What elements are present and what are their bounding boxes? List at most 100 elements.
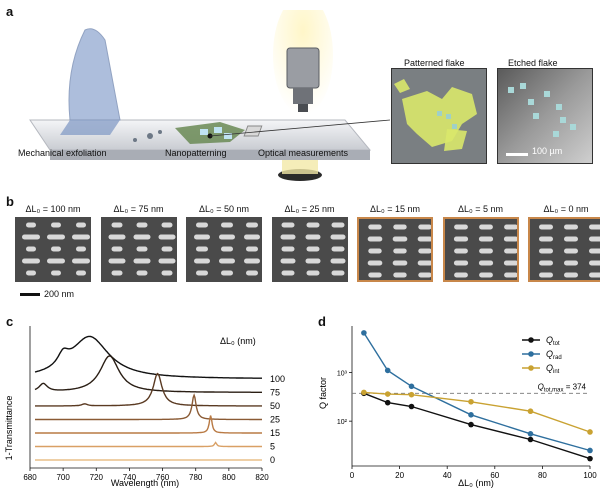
nanobar [453, 248, 468, 254]
spectrum-label-5: 5 [270, 442, 275, 452]
nanobar [158, 234, 175, 240]
nanobar [453, 224, 468, 230]
spectrum-label-0: 0 [270, 455, 275, 465]
sem-image-3 [271, 217, 348, 282]
etched-scalebar [506, 153, 528, 156]
nanobar [539, 224, 553, 230]
nanobar [108, 234, 125, 240]
sem-image-6 [528, 217, 600, 282]
nanobar [564, 224, 578, 230]
nanobar [503, 272, 517, 278]
nanobar [72, 258, 90, 264]
q-factor-chart: Q factor ΔL₀ (nm) 0 20 40 60 80 100 10² 10³ Qtot… [318, 326, 597, 488]
q-point [587, 429, 593, 435]
nanobar [368, 272, 382, 278]
nanobar [539, 236, 553, 242]
sem-scalebar [20, 293, 40, 296]
legend-label-1: Qrad [546, 349, 562, 361]
spectra-x-tick-label: 720 [90, 473, 104, 482]
spectra-y-axis-label: 1-Transmittance [4, 396, 14, 461]
spectra-x-tick-label: 740 [123, 473, 137, 482]
nanobar [330, 234, 345, 240]
spectra-legend-title: ΔL₀ (nm) [220, 336, 256, 346]
nanobar [564, 272, 578, 278]
patterned-flake-title: Patterned flake [404, 58, 465, 68]
nanobar [26, 270, 36, 276]
q-point [468, 421, 474, 428]
q-series-line-0 [363, 392, 591, 460]
nanobar [136, 270, 147, 276]
nanobar [136, 246, 147, 252]
q-point [408, 391, 415, 398]
spectra-x-tick-label: 700 [56, 473, 70, 482]
legend-marker-2 [528, 365, 534, 371]
sem-scalebar-label: 200 nm [44, 289, 75, 299]
nanobar [564, 260, 578, 266]
nanobar [418, 272, 431, 278]
legend-label-2: Qint [546, 363, 560, 375]
q-x-tick-label: 100 [583, 471, 597, 480]
nanobar [306, 246, 319, 252]
nanobar [196, 246, 208, 252]
q-factor-x-axis-label: ΔL₀ (nm) [458, 478, 494, 488]
nanobar [306, 270, 319, 276]
q-y-tick-label: 10³ [337, 370, 348, 377]
step-label-optical: Optical measurements [258, 148, 349, 158]
nanobar [417, 236, 431, 242]
nanobar [392, 236, 408, 242]
nanobar [133, 258, 150, 264]
panel-letter-d: d [318, 314, 326, 329]
q-factor-y-axis-label: Q factor [318, 377, 328, 409]
nanobar [196, 270, 208, 276]
nanobar [76, 222, 86, 228]
nanobar [368, 224, 382, 230]
legend-marker-0 [528, 337, 534, 343]
nanobar [111, 246, 122, 252]
sem-image-2 [186, 217, 262, 282]
nanobar [503, 224, 517, 230]
nanobar [47, 234, 65, 240]
sem-title-6: ΔL₀ = 0 nm [543, 204, 589, 214]
exfoliation-tape [68, 28, 121, 121]
nanobar [221, 246, 233, 252]
nanobar [392, 260, 408, 266]
spectrum-line-75 [34, 355, 262, 393]
nanobar [51, 222, 61, 228]
nanobar [47, 258, 65, 264]
q-point [527, 408, 534, 415]
nanobar [367, 260, 383, 266]
fabrication-schematic [29, 10, 390, 181]
nanobar [280, 258, 295, 264]
etched-flake-title: Etched flake [508, 58, 558, 68]
sem-title-0: ΔL₀ = 100 nm [25, 204, 81, 214]
substrate-front [50, 150, 370, 160]
spectrum-label-15: 15 [270, 428, 280, 438]
q-point [408, 383, 415, 390]
nanobar [108, 258, 125, 264]
nanobar [305, 234, 320, 240]
q-point [527, 436, 534, 443]
nanobar [330, 258, 345, 264]
spectra-x-tick-label: 680 [23, 473, 37, 482]
nanobar [478, 272, 493, 278]
nanobar [281, 246, 294, 252]
nanobar [244, 234, 260, 240]
q-x-tick-label: 20 [395, 471, 404, 480]
spectrum-line-50 [35, 372, 262, 407]
spectrum-label-75: 75 [270, 388, 280, 398]
nanobar [478, 224, 493, 230]
spectra-x-tick-label: 780 [189, 473, 203, 482]
nanobar [393, 224, 407, 230]
nanobar [72, 234, 90, 240]
q-point [468, 412, 474, 418]
q-point [384, 367, 391, 374]
nanobar [503, 236, 517, 242]
nanobar [51, 246, 61, 252]
nanobar [453, 236, 468, 242]
nanobar [306, 222, 319, 228]
patterned-flake-image [391, 68, 487, 164]
spectrum-label-25: 25 [270, 415, 280, 425]
q-x-tick-label: 80 [538, 471, 547, 480]
q-point [527, 431, 534, 437]
legend-label-0: Qtot [546, 335, 560, 347]
